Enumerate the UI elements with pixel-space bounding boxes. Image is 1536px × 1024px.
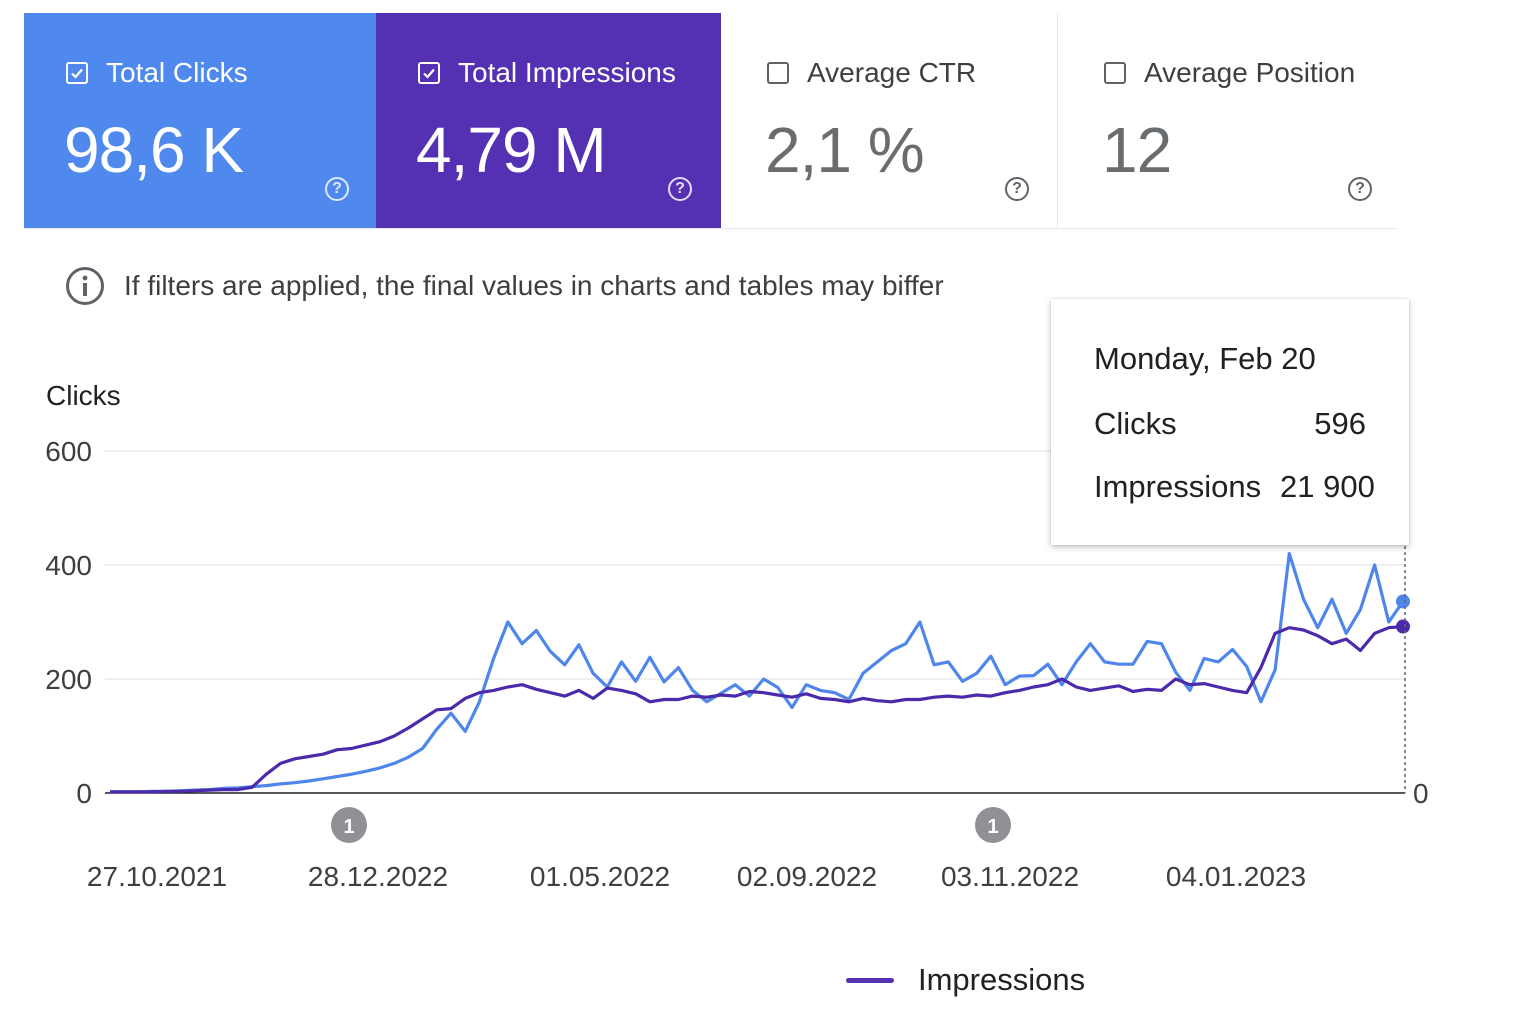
annotation-badge[interactable]: 1	[975, 807, 1011, 843]
checkbox-checked-icon[interactable]	[418, 62, 440, 84]
metric-card-average-ctr[interactable]: Average CTR 2,1 % ?	[721, 13, 1058, 228]
chart-series	[110, 551, 1410, 794]
checkbox-unchecked-icon[interactable]	[1104, 62, 1126, 84]
x-tick-label: 01.05.2022	[530, 861, 670, 892]
series-line-clicks[interactable]	[110, 551, 1405, 794]
y-tick-label: 0	[76, 778, 92, 809]
y-axis-title: Clicks	[46, 380, 121, 411]
metric-value: 4,79 M	[416, 114, 607, 186]
tooltip-impressions-label: Impressions	[1094, 469, 1262, 504]
y-tick-label: 200	[45, 664, 92, 695]
metric-cards: Total Clicks 98,6 K ? Total Impressions …	[24, 13, 1396, 229]
x-tick-label: 28.12.2022	[308, 861, 448, 892]
tooltip-clicks-label: Clicks	[1094, 406, 1177, 441]
metric-card-header: Total Impressions	[418, 57, 676, 89]
tooltip-clicks-value: 596	[1314, 406, 1366, 441]
right-axis-tick-label: 0	[1413, 778, 1429, 809]
metric-label: Total Impressions	[458, 57, 676, 88]
tooltip-date: Monday, Feb 20	[1094, 341, 1316, 376]
info-icon	[66, 267, 104, 305]
y-tick-label: 400	[45, 550, 92, 581]
annotation-label: 1	[987, 816, 998, 838]
x-tick-label: 27.10.2021	[87, 861, 227, 892]
checkbox-checked-icon[interactable]	[66, 62, 88, 84]
chart-tooltip: Monday, Feb 20 Clicks 596 Impressions 21…	[1051, 299, 1409, 545]
series-point-impressions[interactable]	[1396, 619, 1410, 634]
annotation-label: 1	[343, 816, 354, 838]
metric-value: 2,1 %	[765, 114, 925, 186]
metric-card-total-impressions[interactable]: Total Impressions 4,79 M ?	[376, 13, 721, 228]
metric-card-header: Average CTR	[767, 57, 976, 89]
y-tick-label: 600	[45, 436, 92, 467]
legend-label: Impressions	[918, 962, 1086, 997]
series-line-impressions[interactable]	[110, 625, 1404, 794]
metric-value: 12	[1102, 114, 1172, 186]
legend-swatch	[846, 977, 894, 983]
checkbox-unchecked-icon[interactable]	[767, 62, 789, 84]
metric-value: 98,6 K	[64, 114, 244, 186]
tooltip-impressions-value: 21 900	[1280, 469, 1375, 504]
x-axis-ticks: 27.10.2021 28.12.2022 01.05.2022 02.09.2022…	[87, 861, 1306, 892]
help-icon[interactable]: ?	[325, 177, 349, 201]
metric-card-header: Total Clicks	[66, 57, 248, 89]
help-icon[interactable]: ?	[1005, 177, 1029, 201]
series-point-clicks[interactable]	[1396, 594, 1410, 609]
x-tick-label: 04.01.2023	[1166, 861, 1306, 892]
x-tick-label: 02.09.2022	[737, 861, 877, 892]
metric-label: Average CTR	[807, 57, 977, 88]
y-axis-ticks: 0 200 400 600 0	[45, 436, 1428, 809]
chart-legend[interactable]: Impressions	[846, 962, 1085, 998]
metric-card-average-position[interactable]: Average Position 12 ?	[1058, 13, 1396, 228]
help-icon[interactable]: ?	[668, 177, 692, 201]
metric-label: Total Clicks	[106, 57, 248, 88]
filter-note: If filters are applied, the final values…	[66, 267, 944, 305]
x-tick-label: 03.11.2022	[941, 861, 1079, 892]
metric-card-total-clicks[interactable]: Total Clicks 98,6 K ?	[24, 13, 376, 228]
metric-card-header: Average Position	[1104, 57, 1355, 89]
metric-label: Average Position	[1144, 57, 1356, 88]
filter-note-text: If filters are applied, the final values…	[124, 270, 944, 301]
annotation-badge[interactable]: 1	[331, 807, 367, 843]
help-icon[interactable]: ?	[1348, 177, 1372, 201]
